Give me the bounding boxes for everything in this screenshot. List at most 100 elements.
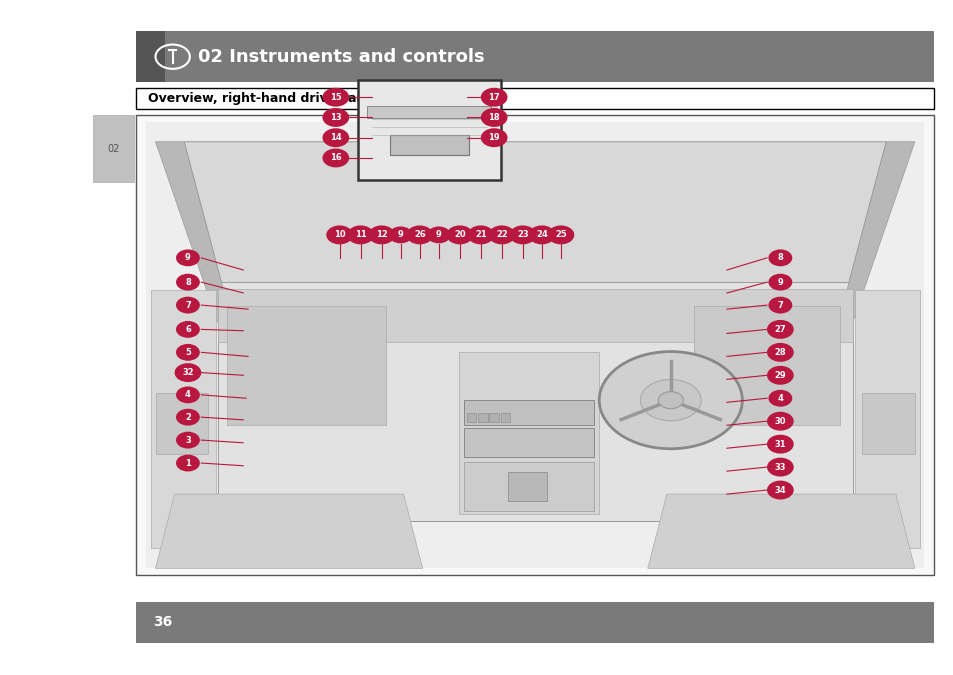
- Circle shape: [480, 88, 507, 107]
- Text: 15: 15: [330, 92, 341, 102]
- Circle shape: [427, 227, 451, 244]
- Text: 34: 34: [774, 485, 785, 495]
- FancyBboxPatch shape: [463, 428, 594, 458]
- FancyBboxPatch shape: [227, 306, 385, 425]
- FancyBboxPatch shape: [136, 602, 933, 643]
- FancyBboxPatch shape: [463, 400, 594, 425]
- Circle shape: [175, 432, 200, 449]
- FancyBboxPatch shape: [489, 414, 498, 422]
- Text: 1: 1: [185, 458, 191, 468]
- Text: 10: 10: [334, 230, 345, 240]
- Circle shape: [175, 408, 200, 426]
- FancyBboxPatch shape: [693, 306, 840, 425]
- FancyBboxPatch shape: [136, 31, 165, 82]
- Text: 02 Instruments and controls: 02 Instruments and controls: [198, 48, 484, 65]
- Text: Overview, right-hand drive car: Overview, right-hand drive car: [148, 92, 362, 105]
- Circle shape: [766, 435, 793, 454]
- Circle shape: [326, 225, 353, 244]
- Polygon shape: [155, 142, 232, 322]
- FancyBboxPatch shape: [390, 134, 468, 155]
- Circle shape: [175, 455, 200, 471]
- FancyBboxPatch shape: [463, 462, 594, 511]
- Circle shape: [446, 225, 473, 244]
- Text: 9: 9: [436, 230, 441, 240]
- Polygon shape: [155, 494, 422, 568]
- Text: 20: 20: [454, 230, 465, 240]
- FancyBboxPatch shape: [217, 281, 852, 521]
- Text: 7: 7: [185, 300, 191, 310]
- Circle shape: [767, 274, 791, 291]
- Text: 12: 12: [375, 230, 387, 240]
- Circle shape: [767, 390, 791, 406]
- FancyBboxPatch shape: [146, 122, 923, 568]
- FancyBboxPatch shape: [466, 414, 476, 422]
- Text: 02: 02: [108, 144, 119, 153]
- Circle shape: [175, 297, 200, 313]
- FancyBboxPatch shape: [507, 472, 546, 501]
- Text: 21: 21: [475, 230, 486, 240]
- FancyBboxPatch shape: [93, 115, 133, 182]
- Text: 22: 22: [496, 230, 507, 240]
- Text: 28: 28: [774, 348, 785, 357]
- FancyBboxPatch shape: [357, 80, 500, 180]
- Circle shape: [322, 108, 349, 127]
- Text: 8: 8: [185, 277, 191, 287]
- Text: 32: 32: [182, 368, 193, 377]
- Text: 9: 9: [397, 230, 403, 240]
- Circle shape: [174, 363, 201, 382]
- Circle shape: [175, 386, 200, 404]
- Circle shape: [767, 297, 791, 313]
- Text: 26: 26: [414, 230, 425, 240]
- Text: 4: 4: [777, 394, 782, 403]
- FancyBboxPatch shape: [151, 290, 215, 548]
- Text: 5: 5: [185, 348, 191, 357]
- Text: 9: 9: [185, 253, 191, 263]
- FancyBboxPatch shape: [136, 115, 933, 575]
- Polygon shape: [647, 494, 914, 568]
- Circle shape: [406, 225, 433, 244]
- Text: 9: 9: [777, 277, 782, 287]
- FancyBboxPatch shape: [136, 88, 933, 109]
- Text: 25: 25: [555, 230, 566, 240]
- Text: 17: 17: [488, 92, 499, 102]
- Circle shape: [480, 108, 507, 127]
- Circle shape: [766, 481, 793, 500]
- Circle shape: [322, 88, 349, 107]
- Circle shape: [766, 320, 793, 339]
- Polygon shape: [838, 142, 914, 322]
- FancyBboxPatch shape: [155, 393, 208, 454]
- Circle shape: [368, 225, 395, 244]
- FancyBboxPatch shape: [500, 414, 510, 422]
- Circle shape: [767, 250, 791, 267]
- Text: 23: 23: [517, 230, 528, 240]
- Text: 29: 29: [774, 371, 785, 380]
- Text: 19: 19: [488, 133, 499, 142]
- Text: 6: 6: [185, 325, 191, 334]
- Circle shape: [347, 225, 374, 244]
- FancyBboxPatch shape: [862, 393, 914, 454]
- FancyBboxPatch shape: [458, 352, 598, 514]
- Circle shape: [467, 225, 494, 244]
- Circle shape: [766, 343, 793, 362]
- Text: 24: 24: [536, 230, 547, 240]
- Circle shape: [175, 344, 200, 360]
- Text: 36: 36: [153, 616, 172, 629]
- Circle shape: [528, 225, 555, 244]
- Circle shape: [766, 458, 793, 477]
- Text: 14: 14: [330, 133, 341, 142]
- Ellipse shape: [598, 352, 741, 449]
- Circle shape: [509, 225, 536, 244]
- Text: 27: 27: [774, 325, 785, 334]
- Text: 31: 31: [774, 439, 785, 449]
- Text: 2: 2: [185, 412, 191, 422]
- Circle shape: [175, 321, 200, 338]
- Circle shape: [322, 148, 349, 167]
- FancyBboxPatch shape: [136, 31, 933, 82]
- Circle shape: [480, 128, 507, 147]
- Text: 3: 3: [185, 435, 191, 445]
- FancyBboxPatch shape: [367, 105, 491, 117]
- Ellipse shape: [639, 379, 700, 421]
- Circle shape: [175, 274, 200, 291]
- Ellipse shape: [658, 392, 682, 408]
- Text: 11: 11: [355, 230, 366, 240]
